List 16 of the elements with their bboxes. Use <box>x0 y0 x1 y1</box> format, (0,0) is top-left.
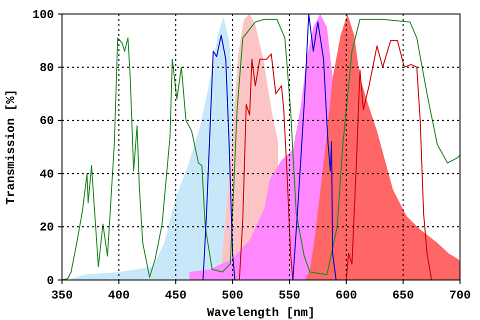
y-tick-label: 0 <box>46 274 54 288</box>
x-tick-label: 650 <box>392 288 414 303</box>
x-tick-label: 500 <box>222 288 244 303</box>
x-tick-label: 400 <box>108 288 130 303</box>
x-tick-label: 700 <box>449 288 471 303</box>
y-tick-label: 80 <box>40 61 54 76</box>
x-axis-title: Wavelength [nm] <box>206 306 316 320</box>
y-tick-label: 100 <box>32 8 54 22</box>
y-tick-label: 40 <box>40 167 54 182</box>
x-tick-label: 600 <box>335 288 358 303</box>
x-tick-label: 350 <box>51 288 73 303</box>
y-axis-title: Transmission [%] <box>4 89 18 205</box>
x-tick-label: 450 <box>164 288 187 303</box>
y-tick-label: 20 <box>40 220 54 235</box>
y-tick-label: 60 <box>40 114 54 128</box>
x-tick-label: 550 <box>278 288 300 303</box>
